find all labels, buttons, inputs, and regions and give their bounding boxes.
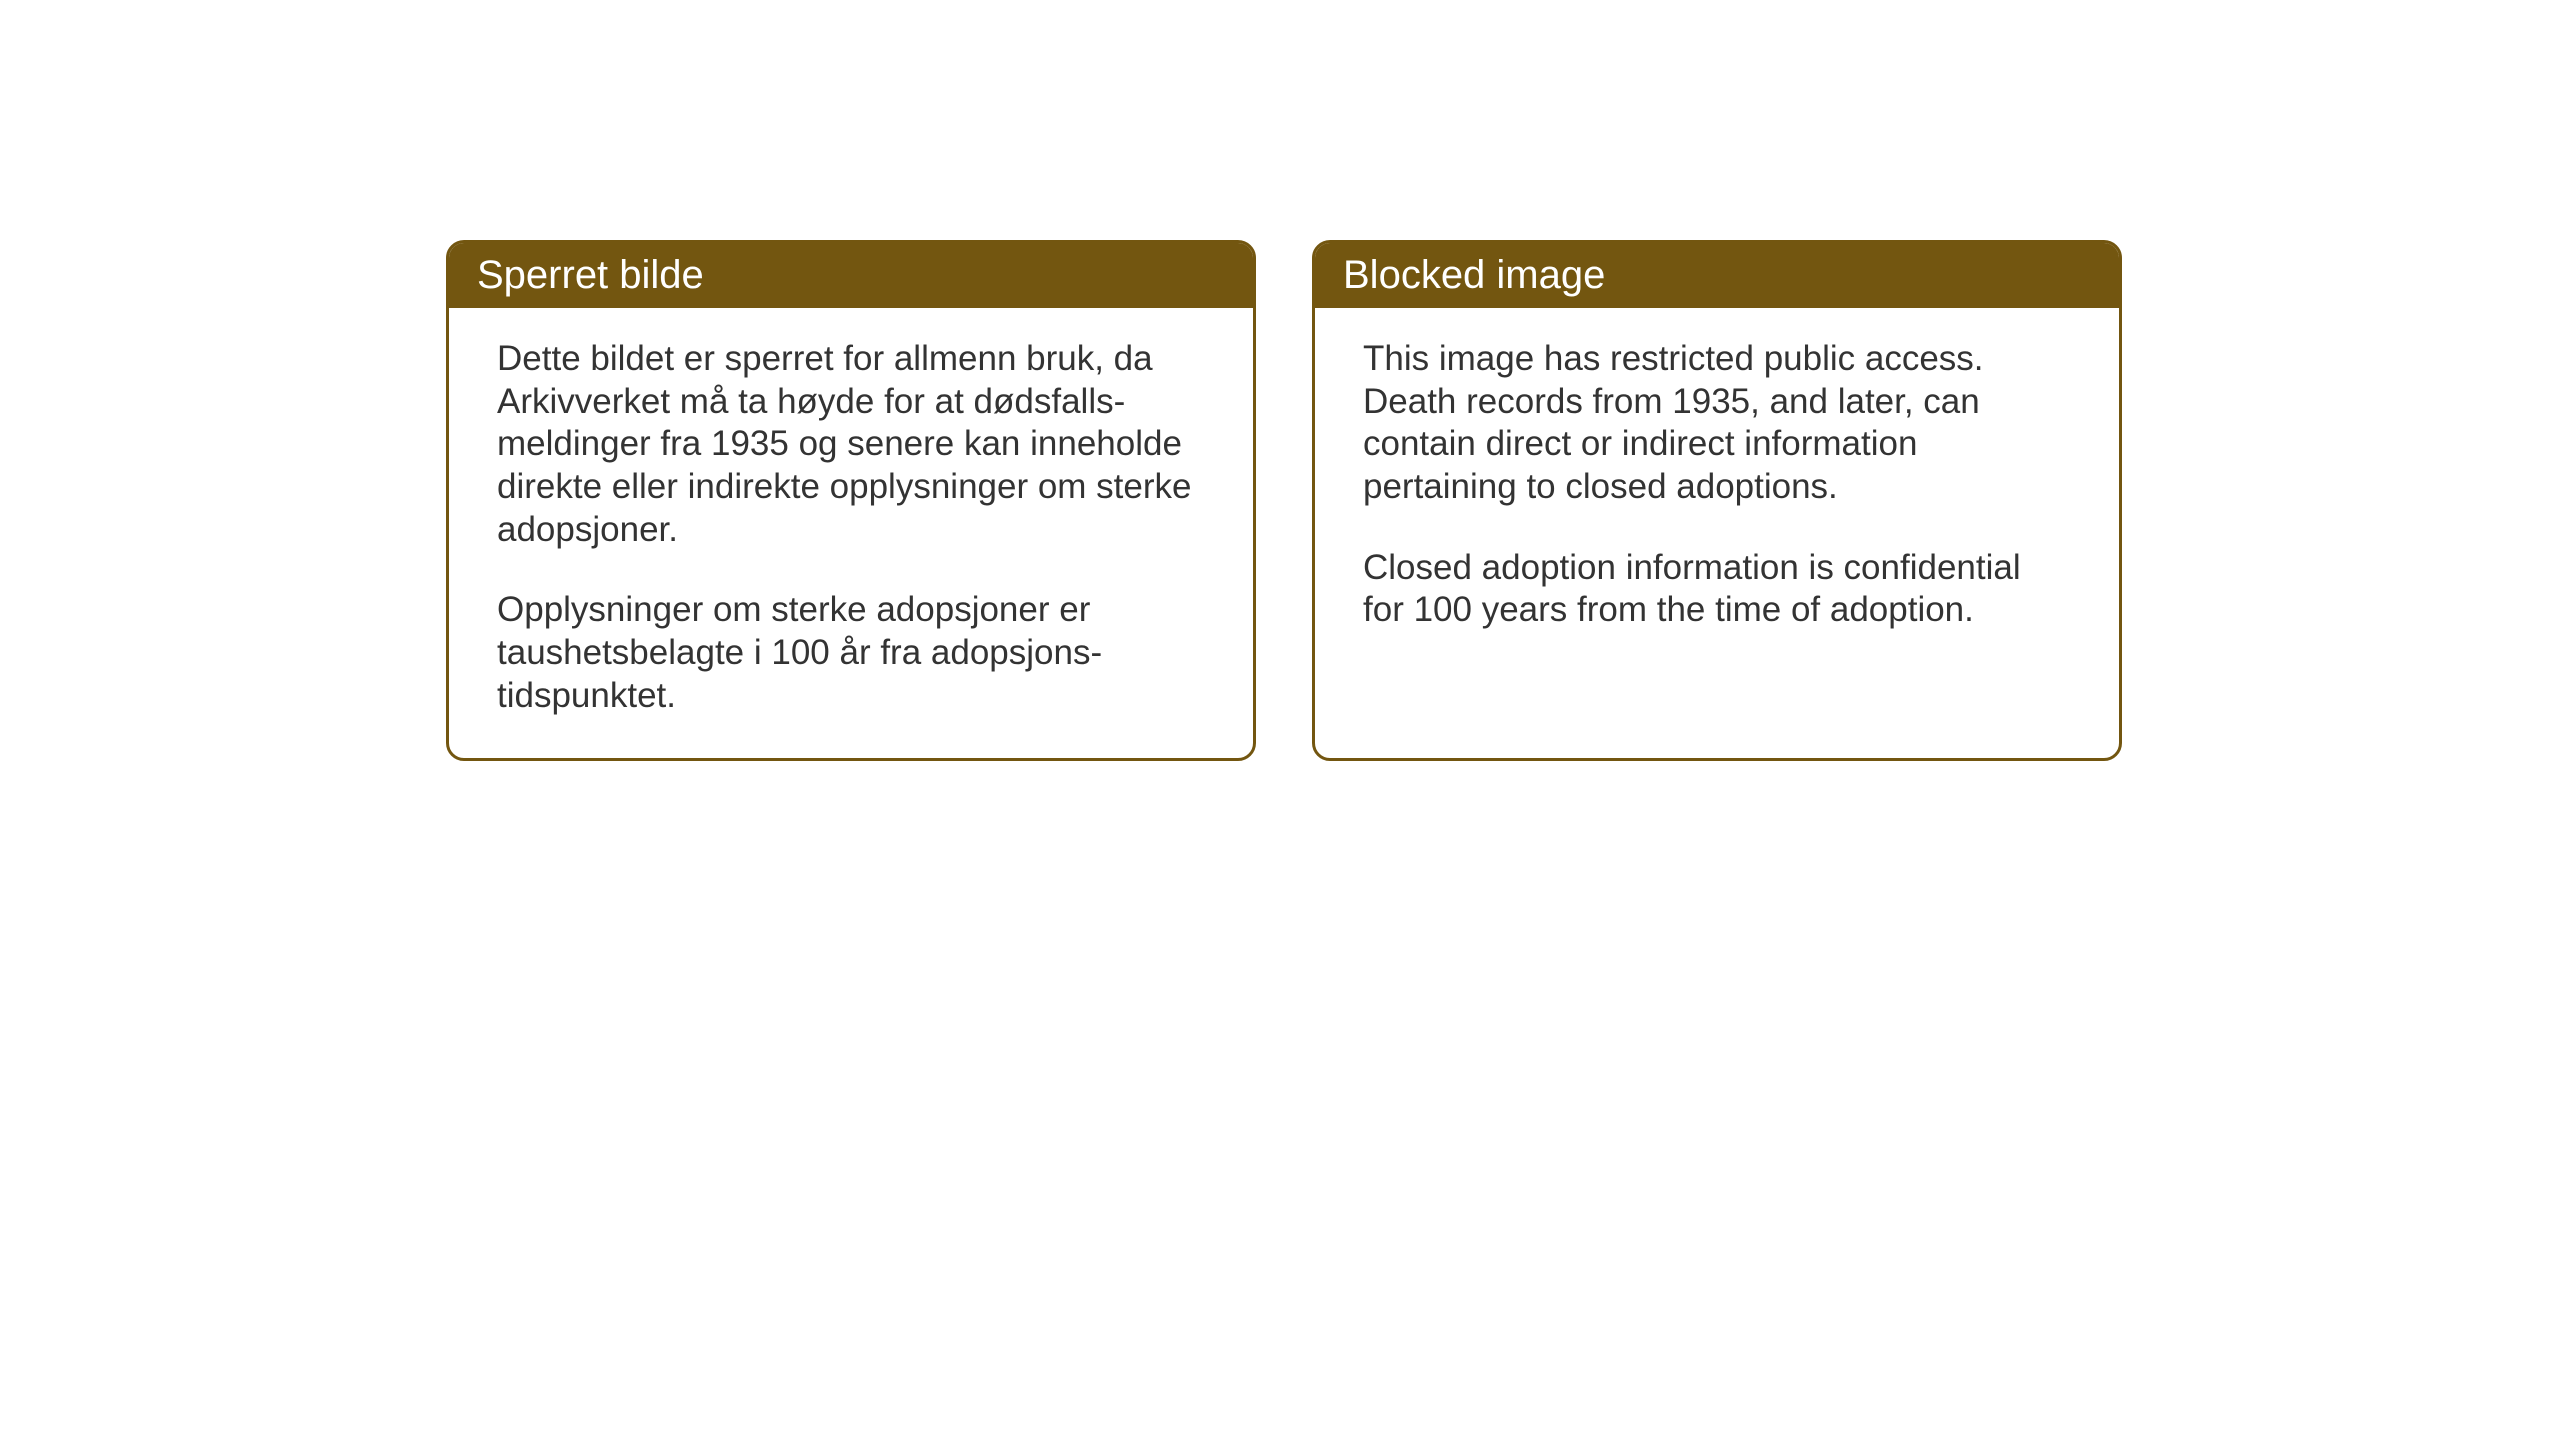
card-title-english: Blocked image: [1343, 253, 1605, 297]
notice-card-english: Blocked image This image has restricted …: [1312, 240, 2122, 761]
notice-container: Sperret bilde Dette bildet er sperret fo…: [446, 240, 2122, 761]
card-body-english: This image has restricted public access.…: [1315, 308, 2119, 672]
card-header-norwegian: Sperret bilde: [449, 243, 1253, 308]
card-paragraph-1-english: This image has restricted public access.…: [1363, 338, 2071, 509]
card-paragraph-2-norwegian: Opplysninger om sterke adopsjoner er tau…: [497, 589, 1205, 717]
card-title-norwegian: Sperret bilde: [477, 253, 704, 297]
card-header-english: Blocked image: [1315, 243, 2119, 308]
notice-card-norwegian: Sperret bilde Dette bildet er sperret fo…: [446, 240, 1256, 761]
card-paragraph-2-english: Closed adoption information is confident…: [1363, 547, 2071, 632]
card-paragraph-1-norwegian: Dette bildet er sperret for allmenn bruk…: [497, 338, 1205, 551]
card-body-norwegian: Dette bildet er sperret for allmenn bruk…: [449, 308, 1253, 758]
